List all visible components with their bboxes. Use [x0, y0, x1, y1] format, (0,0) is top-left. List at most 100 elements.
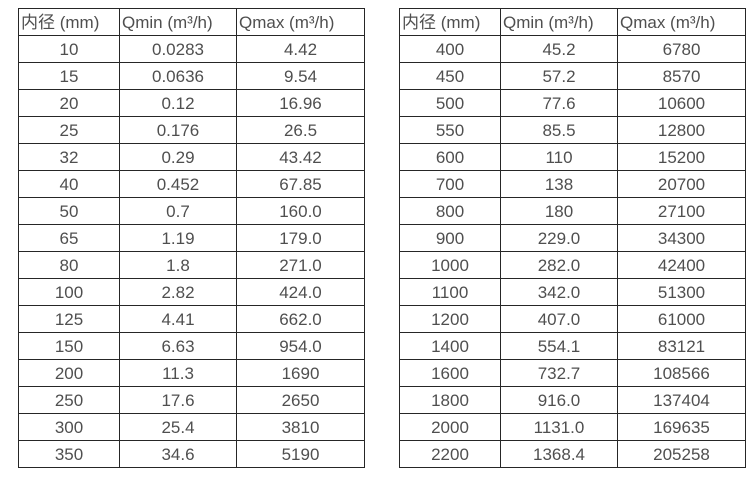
qmax-cell: 9.54: [236, 62, 365, 90]
table-row: 1400 554.1 83121: [399, 332, 746, 360]
table-row: 350 34.6 5190: [18, 440, 365, 468]
qmax-cell: 34300: [617, 224, 746, 252]
qmax-cell: 10600: [617, 89, 746, 117]
table-row: 80 1.8 271.0: [18, 251, 365, 279]
table-row: 200 11.3 1690: [18, 359, 365, 387]
header-row: 内径 (mm) Qmin (m³/h) Qmax (m³/h): [18, 8, 365, 36]
diameter-cell: 50: [18, 197, 120, 225]
diameter-cell: 300: [18, 413, 120, 441]
qmax-cell: 8570: [617, 62, 746, 90]
qmax-cell: 1690: [236, 359, 365, 387]
qmin-cell: 1.19: [119, 224, 237, 252]
qmax-cell: 43.42: [236, 143, 365, 171]
table-row: 32 0.29 43.42: [18, 143, 365, 171]
qmin-cell: 77.6: [500, 89, 618, 117]
qmax-cell: 26.5: [236, 116, 365, 144]
table-row: 125 4.41 662.0: [18, 305, 365, 333]
qmax-cell: 27100: [617, 197, 746, 225]
flow-table-small-diameters: 内径 (mm) Qmin (m³/h) Qmax (m³/h) 10 0.0283 4.4…: [18, 8, 365, 468]
qmax-cell: 61000: [617, 305, 746, 333]
table-row: 1200 407.0 61000: [399, 305, 746, 333]
qmax-cell: 5190: [236, 440, 365, 468]
qmax-cell: 42400: [617, 251, 746, 279]
qmax-cell: 3810: [236, 413, 365, 441]
diameter-cell: 32: [18, 143, 120, 171]
diameter-cell: 10: [18, 35, 120, 63]
table-row: 1600 732.7 108566: [399, 359, 746, 387]
diameter-cell: 800: [399, 197, 501, 225]
qmin-cell: 342.0: [500, 278, 618, 306]
diameter-cell: 15: [18, 62, 120, 90]
qmin-cell: 0.29: [119, 143, 237, 171]
diameter-cell: 550: [399, 116, 501, 144]
diameter-cell: 1200: [399, 305, 501, 333]
qmax-cell: 83121: [617, 332, 746, 360]
qmin-cell: 1368.4: [500, 440, 618, 468]
qmax-cell: 12800: [617, 116, 746, 144]
diameter-cell: 2000: [399, 413, 501, 441]
qmin-cell: 0.0283: [119, 35, 237, 63]
qmin-cell: 1131.0: [500, 413, 618, 441]
table-header: 内径 (mm) Qmin (m³/h) Qmax (m³/h): [18, 8, 365, 36]
table-row: 1000 282.0 42400: [399, 251, 746, 279]
table-row: 250 17.6 2650: [18, 386, 365, 414]
qmin-column-header: Qmin (m³/h): [500, 8, 618, 36]
diameter-cell: 125: [18, 305, 120, 333]
qmax-column-header: Qmax (m³/h): [236, 8, 365, 36]
table-row: 600 110 15200: [399, 143, 746, 171]
qmin-cell: 0.176: [119, 116, 237, 144]
table-row: 1100 342.0 51300: [399, 278, 746, 306]
diameter-cell: 100: [18, 278, 120, 306]
diameter-cell: 2200: [399, 440, 501, 468]
qmax-cell: 15200: [617, 143, 746, 171]
diameter-cell: 25: [18, 116, 120, 144]
qmin-cell: 110: [500, 143, 618, 171]
qmin-cell: 732.7: [500, 359, 618, 387]
qmin-cell: 45.2: [500, 35, 618, 63]
table-header: 内径 (mm) Qmin (m³/h) Qmax (m³/h): [399, 8, 746, 36]
qmax-cell: 160.0: [236, 197, 365, 225]
diameter-cell: 1800: [399, 386, 501, 414]
diameter-cell: 1100: [399, 278, 501, 306]
table-row: 450 57.2 8570: [399, 62, 746, 90]
table-row: 20 0.12 16.96: [18, 89, 365, 117]
table-row: 550 85.5 12800: [399, 116, 746, 144]
qmin-cell: 25.4: [119, 413, 237, 441]
diameter-cell: 65: [18, 224, 120, 252]
table-row: 1800 916.0 137404: [399, 386, 746, 414]
qmax-cell: 271.0: [236, 251, 365, 279]
diameter-cell: 80: [18, 251, 120, 279]
qmin-cell: 0.452: [119, 170, 237, 198]
qmax-cell: 2650: [236, 386, 365, 414]
table-row: 900 229.0 34300: [399, 224, 746, 252]
table-row: 500 77.6 10600: [399, 89, 746, 117]
table-row: 10 0.0283 4.42: [18, 35, 365, 63]
table-row: 15 0.0636 9.54: [18, 62, 365, 90]
table-row: 100 2.82 424.0: [18, 278, 365, 306]
qmin-column-header: Qmin (m³/h): [119, 8, 237, 36]
qmin-cell: 282.0: [500, 251, 618, 279]
qmin-cell: 85.5: [500, 116, 618, 144]
diameter-cell: 20: [18, 89, 120, 117]
diameter-cell: 400: [399, 35, 501, 63]
header-row: 内径 (mm) Qmin (m³/h) Qmax (m³/h): [399, 8, 746, 36]
diameter-cell: 40: [18, 170, 120, 198]
qmin-cell: 0.12: [119, 89, 237, 117]
qmax-cell: 424.0: [236, 278, 365, 306]
diameter-cell: 200: [18, 359, 120, 387]
qmin-cell: 2.82: [119, 278, 237, 306]
table-row: 65 1.19 179.0: [18, 224, 365, 252]
diameter-column-header: 内径 (mm): [18, 8, 120, 36]
qmax-cell: 20700: [617, 170, 746, 198]
diameter-cell: 250: [18, 386, 120, 414]
diameter-cell: 600: [399, 143, 501, 171]
qmin-cell: 407.0: [500, 305, 618, 333]
qmax-cell: 137404: [617, 386, 746, 414]
table-row: 25 0.176 26.5: [18, 116, 365, 144]
qmin-cell: 180: [500, 197, 618, 225]
diameter-cell: 150: [18, 332, 120, 360]
table-row: 40 0.452 67.85: [18, 170, 365, 198]
qmax-cell: 662.0: [236, 305, 365, 333]
qmax-cell: 51300: [617, 278, 746, 306]
diameter-cell: 1600: [399, 359, 501, 387]
